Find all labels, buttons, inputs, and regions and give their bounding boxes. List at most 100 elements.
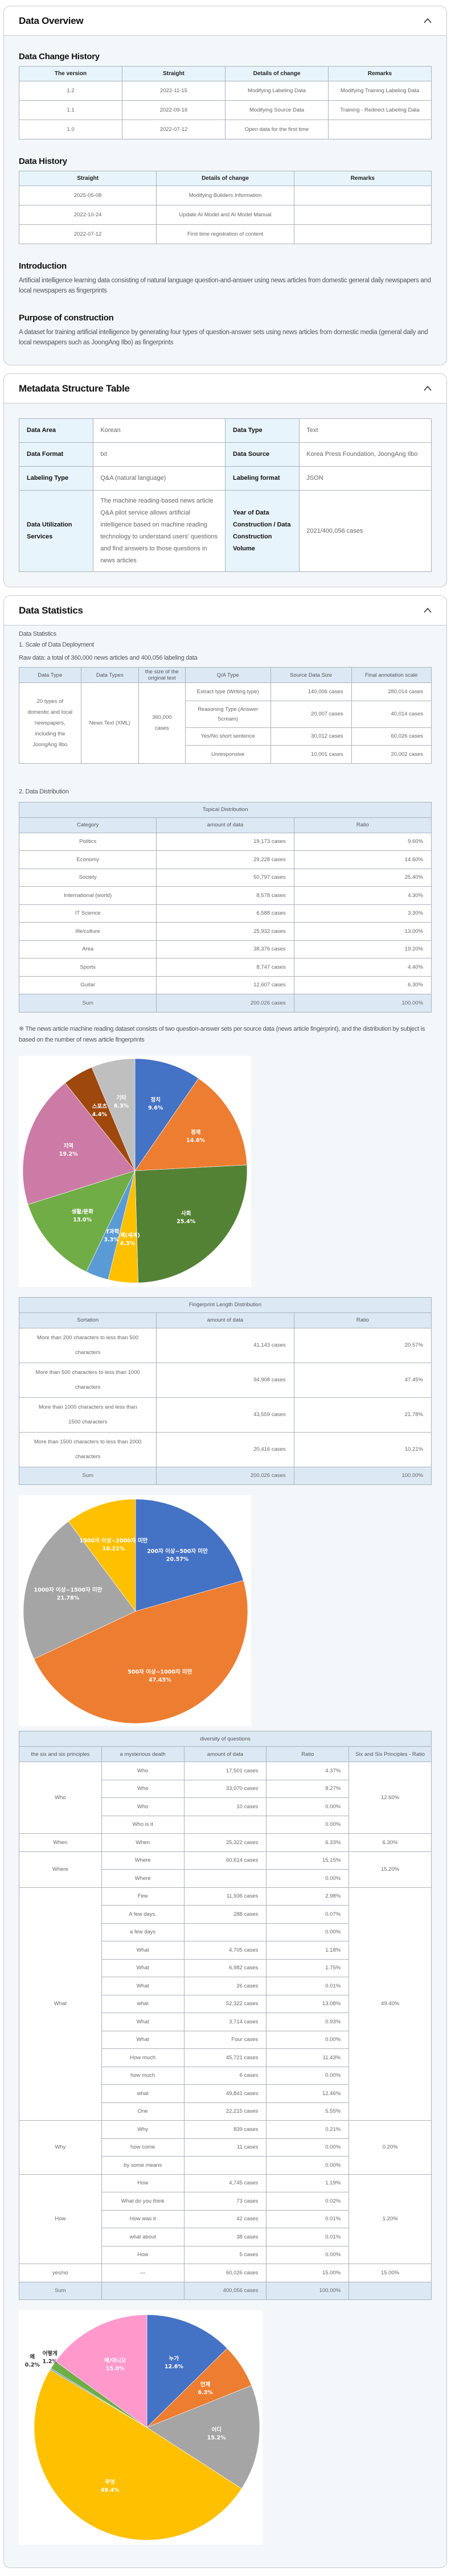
table-cell: 100.00%	[293, 1466, 432, 1485]
table-cell: 15.00%	[266, 2264, 350, 2282]
column-header: Final annotation scale	[351, 667, 432, 683]
table-row: Politics 19,173 cases 9.60%	[18, 832, 432, 851]
table-cell: Modifying Labeling Data	[225, 81, 329, 101]
table-cell: 41,143 cases	[156, 1327, 294, 1363]
table-cell: Who is it	[101, 1815, 184, 1834]
table-row: Reasoning Type (Answer Scream) 20,007 cas…	[19, 700, 432, 728]
table-cell: Who	[101, 1762, 184, 1780]
table-cell: a few days	[101, 1923, 184, 1941]
principle-cell: Why	[19, 2120, 102, 2175]
table-cell: 20,007 cases	[270, 700, 352, 728]
table-row: Where Where 60,614 cases 15.15% 15.20%	[19, 1851, 432, 1888]
metadata-label: Data Type	[224, 418, 300, 443]
principle-cell: Who	[19, 1762, 102, 1834]
pie-category-label: 200자 이상~500자 미만	[147, 1548, 208, 1554]
pie-category-label: IT과학	[104, 1228, 120, 1234]
pie-value-label: 6.3%	[198, 2390, 213, 2396]
table-cell: 4.37%	[266, 1762, 350, 1780]
pie-category-label: 어떻게	[43, 2350, 58, 2357]
table-title: Topical Distribution	[19, 801, 432, 818]
pie-value-label: 15.2%	[207, 2435, 226, 2441]
principle-ratio-cell: 1.20%	[348, 2174, 432, 2264]
table-cell: 4,745 cases	[183, 2174, 267, 2192]
table-cell: 0.00%	[266, 2030, 350, 2049]
table-cell: 11 cases	[183, 2138, 267, 2157]
table-cell: 0.00%	[266, 1923, 350, 1941]
metadata-value: JSON	[299, 466, 432, 491]
table-cell: 1.75%	[266, 1958, 350, 1977]
table-row: 1.2 2022-11-15 Modifying Labeling Data Modi…	[19, 81, 432, 101]
metadata-table: Data Area Korean Data Type Text Data Format t…	[18, 418, 432, 572]
column-header: a mysterious death	[101, 1746, 184, 1762]
table-row: More than 200 characters to less than 50…	[18, 1327, 432, 1363]
table-row: Sports 8,747 cases 4.40%	[18, 958, 432, 977]
table-cell: What	[101, 2030, 184, 2049]
table-row: What Four cases 0.00%	[19, 2030, 432, 2049]
table-cell: 4.40%	[293, 958, 432, 977]
table-row: International (world) 8,578 cases 4.30%	[18, 886, 432, 905]
table-row: What 6,982 cases 1.75%	[19, 1958, 432, 1977]
table-cell: Who	[101, 1779, 184, 1798]
pie-value-label: 0.2%	[25, 2362, 40, 2368]
table-cell: Unresponsive	[184, 745, 271, 764]
table-cell: 60,026 cases	[183, 2264, 267, 2282]
metadata-value: Korea Press Foundation, JoongAng Ilbo	[299, 442, 432, 467]
table-cell: Modifying Builders Information	[156, 186, 294, 205]
table-cell: 0.00%	[266, 2066, 350, 2085]
table-cell	[293, 205, 432, 225]
table-row: how much 6 cases 0.00%	[19, 2066, 432, 2085]
data-statistics-section: Data Statistics Data Statistics 1. Scale…	[3, 595, 447, 2568]
table-cell: 1.2	[19, 81, 122, 101]
table-row: Why Why 839 cases 0.21% 0.20%	[19, 2120, 432, 2175]
pie-category-label: 무엇	[105, 2479, 115, 2486]
table-row: More than 500 characters to less than 10…	[18, 1362, 432, 1398]
data-overview-header[interactable]: Data Overview	[4, 6, 446, 36]
column-header: amount of data	[156, 817, 294, 833]
table-cell: One	[101, 2102, 184, 2121]
data-statistics-header[interactable]: Data Statistics	[4, 596, 446, 626]
table-cell: 21.78%	[293, 1397, 432, 1433]
column-header: amount of data	[183, 1746, 267, 1762]
table-cell: what	[101, 1994, 184, 2013]
table-cell: 4.30%	[293, 886, 432, 905]
table-row: What Few 11,936 cases 2.98% 49.40%	[19, 1887, 432, 2121]
metadata-header[interactable]: Metadata Structure Table	[4, 374, 446, 404]
table-cell: 13.00%	[293, 922, 432, 941]
table-cell: how much	[101, 2066, 184, 2085]
table-cell: by some means	[101, 2156, 184, 2175]
table-cell: 839 cases	[183, 2120, 267, 2139]
table-cell: 60,614 cases	[183, 1851, 267, 1870]
table-cell: 29,228 cases	[156, 850, 294, 869]
table-cell: 42 cases	[183, 2209, 267, 2228]
table-cell: 49,841 cases	[183, 2084, 267, 2103]
principle-cell: What	[19, 1887, 102, 2121]
table-cell: 0.00%	[266, 2245, 350, 2264]
pie-value-label: 4.3%	[120, 1240, 136, 1246]
fingerprint-length-table: Fingerprint Length Distribution Sortation…	[18, 1297, 432, 1485]
table-cell: 288 cases	[183, 1905, 267, 1924]
table-cell: Why	[101, 2120, 184, 2139]
chevron-up-icon[interactable]	[424, 17, 432, 25]
metadata-label: Data Format	[18, 442, 94, 467]
column-header: Ratio	[293, 817, 432, 833]
table-cell: 6,982 cases	[183, 1958, 267, 1977]
table-cell: 1.19%	[266, 2174, 350, 2192]
statistics-intro: Data Statistics	[19, 631, 56, 637]
pie-value-label: 6.3%	[114, 1103, 129, 1109]
column-header: Ratio	[293, 1312, 432, 1328]
table-cell: 19.20%	[293, 940, 432, 958]
table-cell: First time registration of content	[156, 224, 294, 244]
pie-slice	[134, 1164, 248, 1283]
chevron-up-icon[interactable]	[424, 607, 432, 615]
table-cell: 100.00%	[293, 994, 432, 1013]
table-row: One 22,215 cases 5.55%	[19, 2102, 432, 2121]
question-pie-chart: 누가 12.6% 언제 6.3% 어디 15.2% 무엇 49.4% 왜 0.2% 어떻게 1.2% 예…	[19, 2310, 263, 2545]
table-cell	[348, 2281, 432, 2300]
pie-slice	[68, 1499, 136, 1612]
table-cell: 2022-10-24	[18, 205, 157, 225]
table-row: 2022-07-12 First time registration of con…	[18, 224, 432, 244]
principle-cell: How	[19, 2174, 102, 2264]
chevron-up-icon[interactable]	[424, 385, 432, 393]
table-cell: 17,501 cases	[183, 1762, 267, 1780]
table-cell: News Text (XML)	[80, 682, 139, 764]
